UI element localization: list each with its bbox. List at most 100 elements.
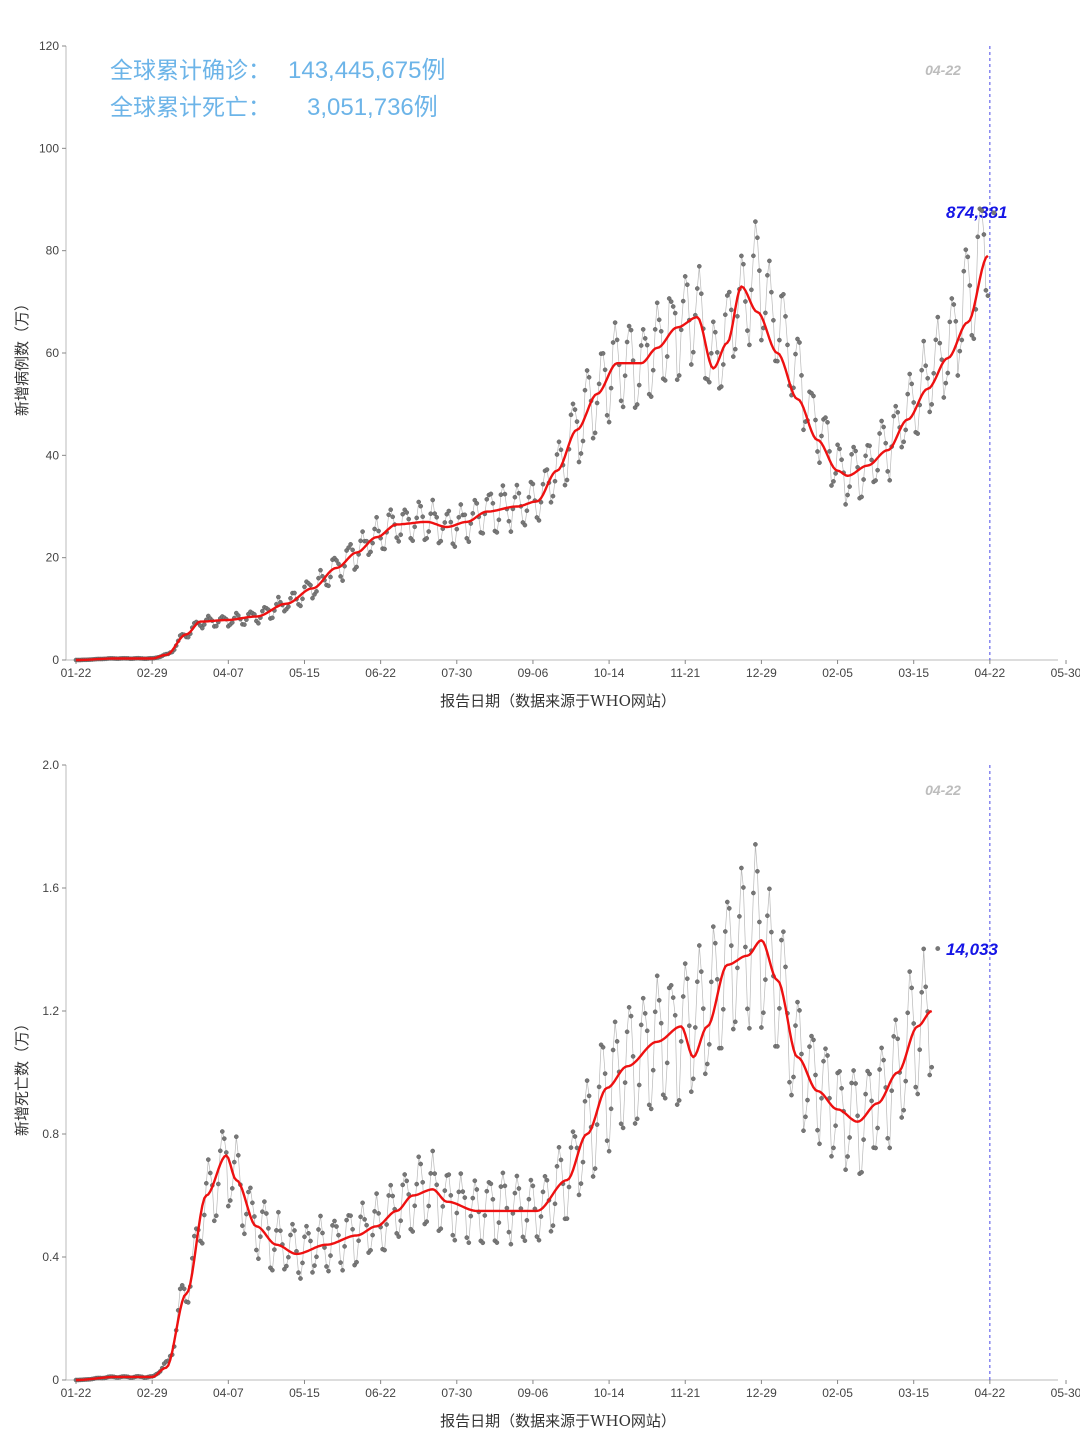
daily-point (544, 1177, 550, 1183)
daily-point (779, 937, 784, 943)
y-tick-label: 40 (46, 448, 60, 462)
chart2-xlabel: 报告日期（数据来源于WHO网站） (440, 1412, 676, 1430)
daily-point (470, 1195, 476, 1201)
daily-point (286, 604, 291, 609)
daily-point (526, 494, 532, 500)
daily-point (680, 298, 686, 304)
daily-point (915, 431, 921, 436)
daily-point (713, 940, 718, 946)
daily-point (205, 1157, 211, 1162)
daily-point (596, 381, 602, 387)
daily-point (432, 511, 438, 516)
daily-point (929, 1064, 935, 1070)
daily-point (658, 1020, 664, 1026)
daily-point (586, 1093, 592, 1099)
daily-point (398, 532, 404, 538)
daily-point (911, 1021, 917, 1026)
daily-point (516, 490, 522, 496)
daily-point (530, 481, 536, 487)
y-tick-label: 0 (52, 1373, 59, 1387)
daily-point (292, 590, 297, 596)
daily-point (851, 1068, 856, 1073)
daily-point (370, 540, 375, 546)
daily-point (270, 615, 275, 621)
daily-point (438, 538, 444, 544)
daily-point (662, 378, 668, 383)
daily-point (472, 1178, 478, 1183)
daily-point (959, 337, 965, 343)
daily-point (430, 497, 436, 503)
daily-point (907, 371, 913, 377)
daily-point (971, 336, 977, 342)
daily-point (618, 1121, 624, 1127)
daily-point (300, 1260, 305, 1266)
daily-point (600, 351, 606, 356)
daily-point (919, 990, 925, 995)
daily-point (859, 1170, 864, 1175)
daily-point (298, 1276, 303, 1281)
daily-point (875, 1125, 880, 1131)
daily-point (496, 1220, 502, 1225)
daily-point (614, 1039, 620, 1044)
daily-point (590, 435, 596, 441)
daily-point (370, 1232, 375, 1238)
daily-point (278, 1228, 283, 1233)
daily-point (404, 510, 410, 515)
daily-point (466, 539, 472, 545)
daily-point (270, 1267, 275, 1273)
daily-point (678, 1039, 684, 1044)
daily-point (456, 1189, 462, 1195)
daily-point (242, 1231, 247, 1237)
daily-point (797, 340, 802, 345)
daily-point (725, 899, 730, 905)
daily-point (831, 479, 836, 484)
daily-point (330, 1223, 335, 1228)
daily-point (654, 300, 660, 306)
daily-point (915, 1091, 921, 1097)
daily-point (811, 1037, 816, 1043)
daily-point (360, 1200, 365, 1206)
daily-point (604, 412, 610, 418)
daily-point (448, 519, 454, 525)
daily-point (709, 350, 714, 356)
daily-point (248, 1185, 253, 1191)
daily-point (674, 1102, 680, 1107)
daily-point (410, 1229, 416, 1234)
daily-point (229, 1186, 235, 1191)
daily-point (488, 491, 494, 497)
daily-point (765, 913, 770, 919)
chart2-marker-date: 04-22 (925, 782, 961, 798)
daily-point (949, 296, 955, 301)
daily-point (300, 596, 305, 602)
daily-point (935, 314, 941, 320)
daily-point (695, 286, 700, 291)
daily-point (813, 1072, 818, 1078)
daily-point (835, 442, 840, 448)
daily-point (755, 869, 760, 874)
daily-point (670, 304, 676, 309)
daily-point (490, 500, 496, 506)
daily-point (676, 1098, 682, 1103)
x-tick-label: 05-30 (1051, 666, 1080, 680)
daily-point (644, 1028, 650, 1034)
x-tick-label: 02-05 (822, 1386, 853, 1400)
daily-point (703, 1071, 708, 1077)
daily-point (799, 373, 804, 378)
daily-point (442, 1188, 448, 1193)
daily-point (526, 1196, 532, 1202)
daily-point (853, 448, 858, 454)
daily-point (211, 1218, 217, 1224)
daily-point (360, 529, 365, 534)
daily-point (396, 1234, 402, 1239)
daily-point (652, 1009, 658, 1015)
daily-point (600, 1045, 606, 1050)
daily-point (604, 1138, 610, 1143)
daily-point (354, 564, 359, 570)
daily-point (302, 584, 307, 590)
daily-point (454, 1210, 460, 1216)
daily-point (797, 1008, 802, 1013)
daily-point (304, 1223, 309, 1229)
daily-point (644, 342, 650, 348)
daily-point (735, 313, 740, 319)
daily-point (316, 575, 321, 581)
